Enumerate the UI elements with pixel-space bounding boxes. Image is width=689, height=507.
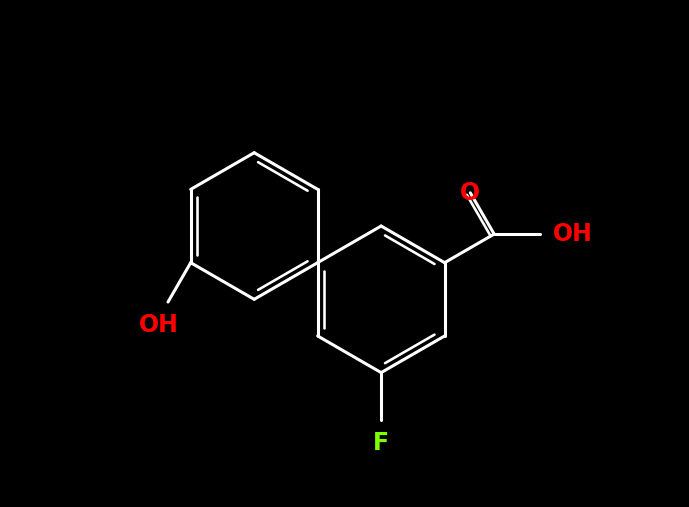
Text: OH: OH	[553, 222, 593, 246]
Text: O: O	[460, 181, 480, 205]
Text: F: F	[373, 431, 389, 455]
Text: OH: OH	[139, 313, 179, 337]
